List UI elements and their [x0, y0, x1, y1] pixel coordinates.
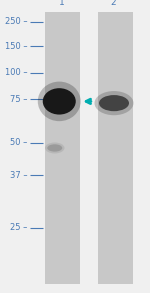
Text: 1: 1 — [59, 0, 65, 7]
Text: 150 –: 150 – — [5, 42, 28, 51]
Text: 2: 2 — [110, 0, 116, 7]
Bar — [98, 12, 133, 284]
Ellipse shape — [43, 88, 76, 115]
Text: 250 –: 250 – — [5, 18, 28, 26]
Bar — [45, 12, 80, 284]
Text: 25 –: 25 – — [10, 224, 28, 232]
Text: 50 –: 50 – — [10, 139, 28, 147]
Ellipse shape — [94, 91, 134, 115]
Text: 75 –: 75 – — [10, 95, 28, 103]
Text: 37 –: 37 – — [10, 171, 28, 180]
Text: 100 –: 100 – — [5, 68, 28, 77]
Ellipse shape — [45, 142, 64, 154]
Ellipse shape — [99, 95, 129, 111]
Ellipse shape — [38, 81, 81, 121]
Ellipse shape — [47, 144, 62, 152]
